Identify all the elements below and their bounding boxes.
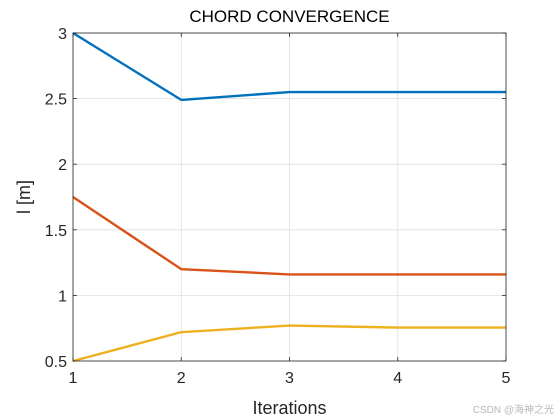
y-tick-label: 1 — [58, 288, 67, 305]
series-line-1 — [72, 31, 506, 102]
x-tick-label: 4 — [393, 370, 402, 387]
y-tick-label: 2.5 — [45, 92, 67, 109]
y-tick-label: 0.5 — [45, 354, 67, 371]
y-axis-label: l [m] — [14, 180, 34, 214]
watermark: CSDN @海神之光 — [472, 405, 554, 416]
y-ticks: 0.5 1 1.5 2 2.5 3 — [45, 26, 506, 371]
x-ticks: 1 2 3 4 5 — [69, 33, 511, 387]
y-tick-label: 1.5 — [45, 223, 67, 240]
series-line-3 — [72, 324, 506, 363]
series-lines — [72, 31, 506, 363]
x-tick-label: 5 — [502, 370, 511, 387]
x-tick-label: 1 — [69, 370, 78, 387]
x-tick-label: 3 — [285, 370, 294, 387]
series-line-2 — [72, 196, 506, 276]
y-tick-label: 3 — [58, 26, 67, 43]
x-axis-label: Iterations — [252, 398, 326, 418]
x-tick-label: 2 — [177, 370, 186, 387]
chart-title: CHORD CONVERGENCE — [189, 7, 389, 26]
y-tick-label: 2 — [58, 157, 67, 174]
